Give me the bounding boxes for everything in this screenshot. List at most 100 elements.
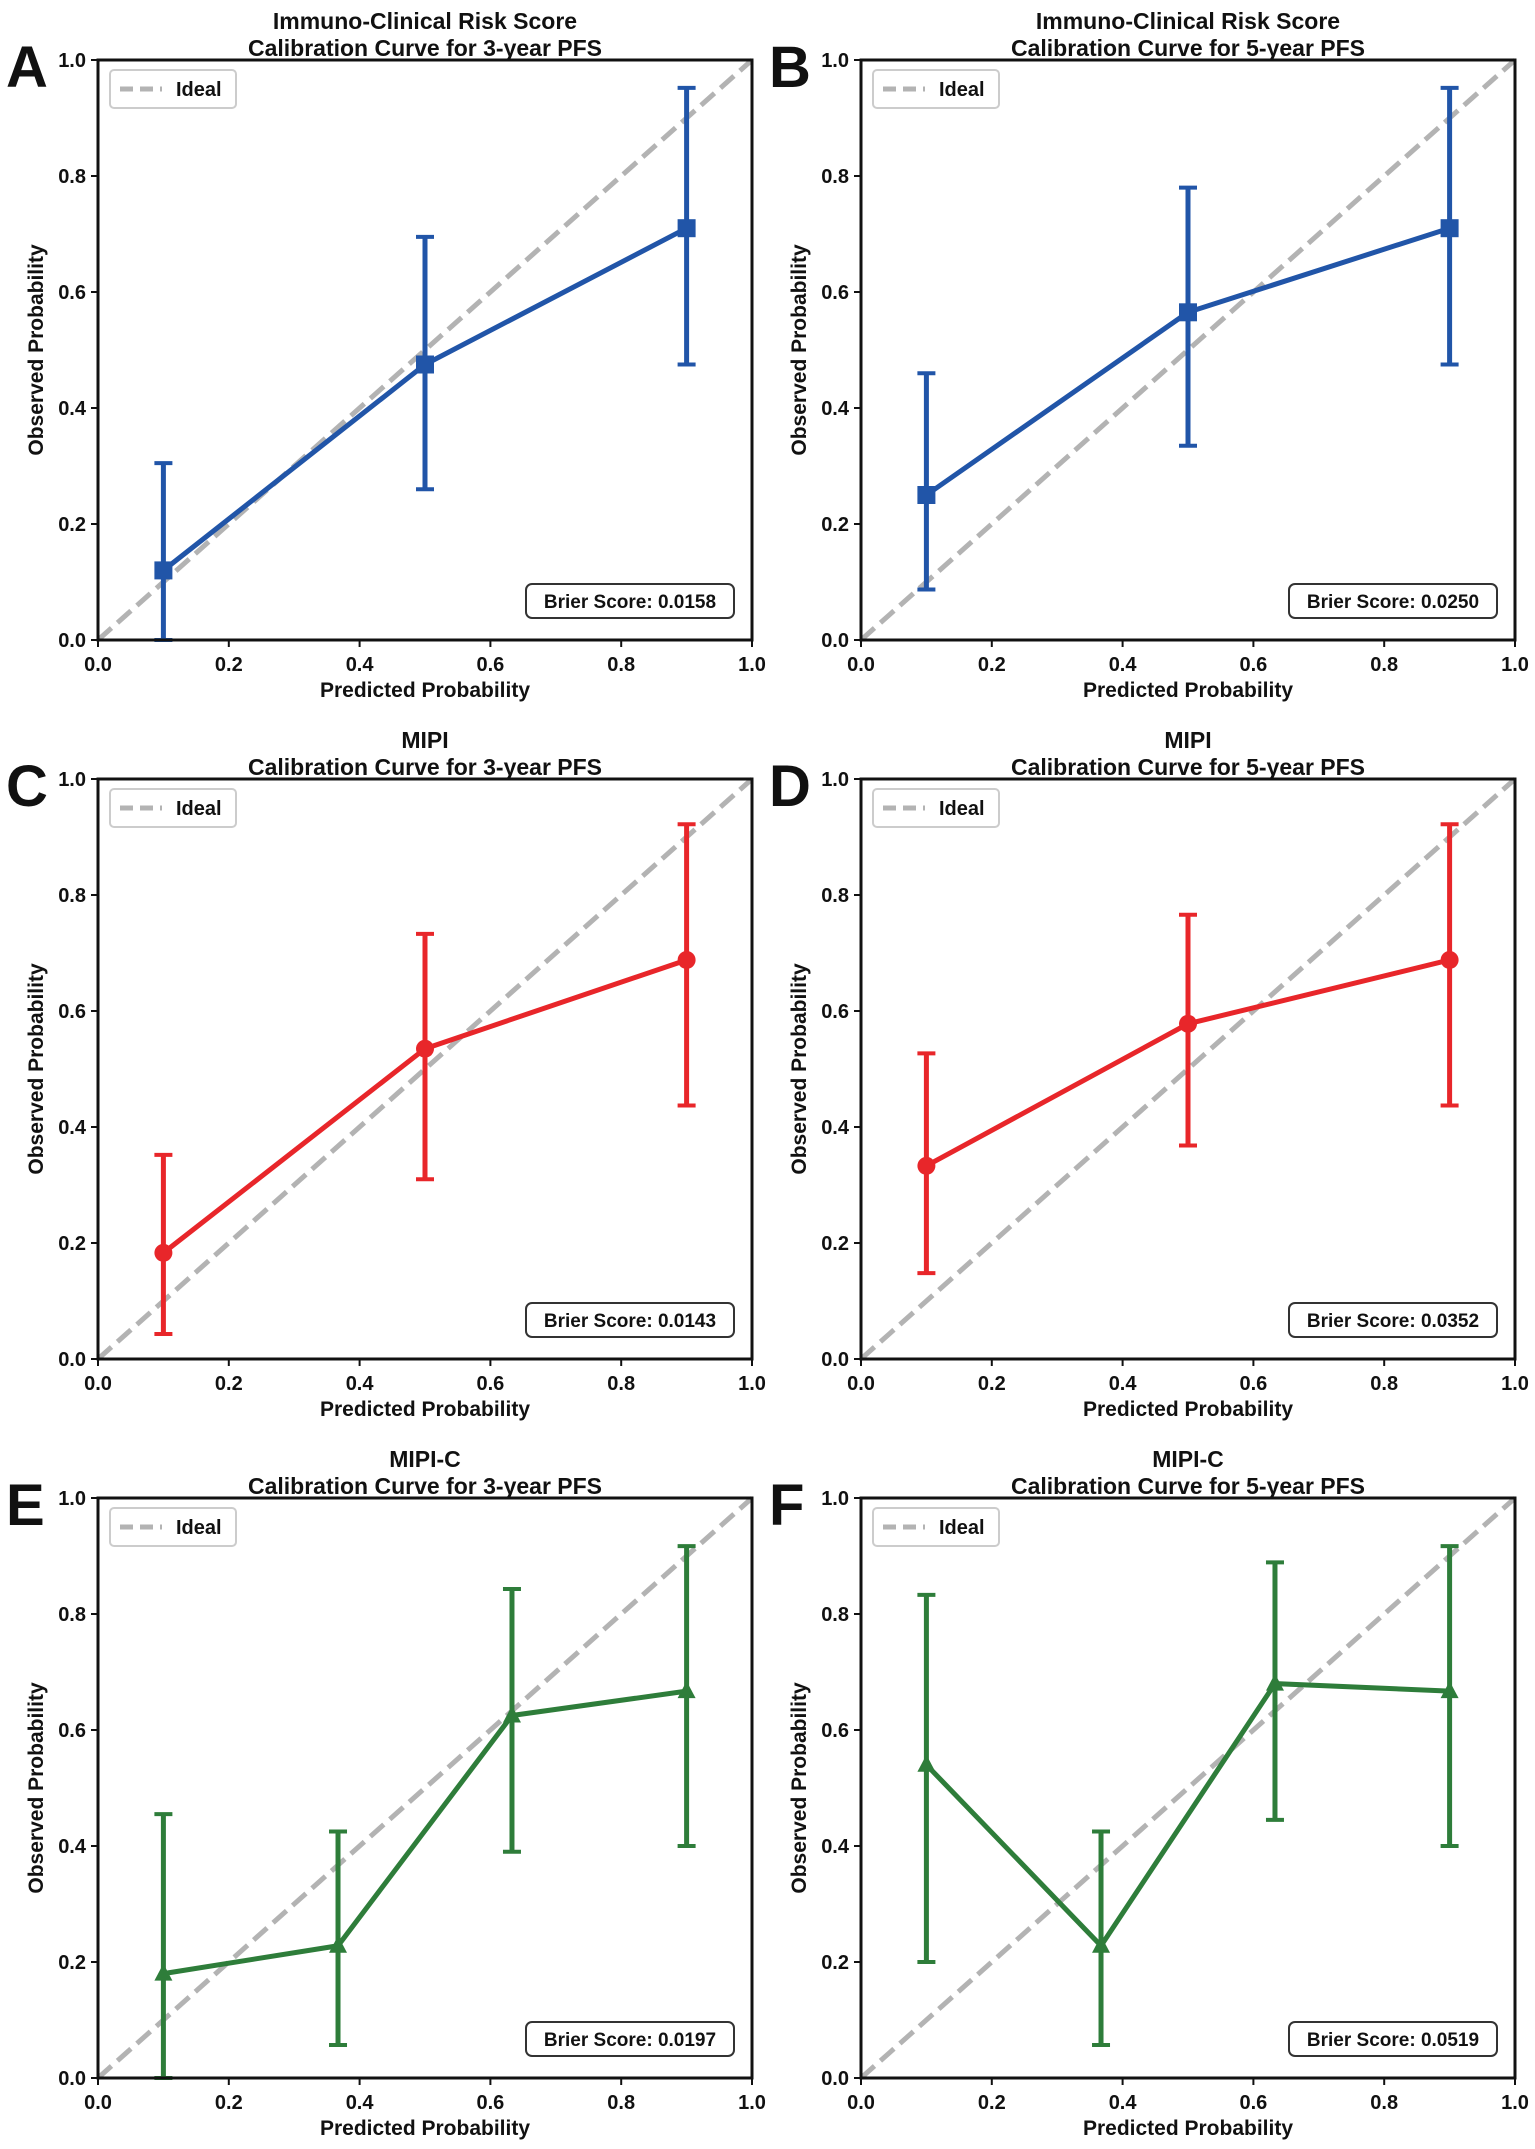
x-tick-label: 0.2 bbox=[215, 1373, 243, 1395]
brier-score-box bbox=[525, 583, 735, 619]
legend-box bbox=[109, 788, 237, 828]
x-tick-label: 0.4 bbox=[1109, 654, 1138, 676]
plot-frame bbox=[859, 777, 1517, 1361]
x-tick-label: 0.6 bbox=[476, 2092, 504, 2114]
y-axis-label: Observed Probability bbox=[788, 963, 811, 1175]
x-axis-label: Predicted Probability bbox=[1083, 1398, 1293, 1421]
y-axis-label: Observed Probability bbox=[25, 1682, 48, 1894]
x-tick-label: 1.0 bbox=[1501, 1373, 1529, 1395]
chart-title: Calibration Curve for 3-year PFS bbox=[248, 1473, 602, 1499]
x-tick-label: 0.8 bbox=[607, 2092, 635, 2114]
data-point bbox=[677, 219, 696, 238]
plot-frame bbox=[96, 777, 754, 1361]
x-tick-label: 0.4 bbox=[1109, 1373, 1138, 1395]
plot-frame bbox=[96, 58, 754, 642]
y-tick-label: 0.0 bbox=[821, 1349, 849, 1371]
y-tick-label: 0.8 bbox=[58, 1604, 86, 1626]
chart-title: Calibration Curve for 5-year PFS bbox=[1011, 754, 1365, 780]
data-point bbox=[917, 1754, 936, 1772]
calibration-line bbox=[924, 1681, 1450, 1950]
y-tick-label: 0.2 bbox=[58, 1233, 86, 1255]
y-tick-label: 0.4 bbox=[58, 398, 87, 420]
y-axis-label: Observed Probability bbox=[25, 244, 48, 456]
ideal-line bbox=[96, 777, 754, 1361]
y-tick-label: 0.4 bbox=[58, 1117, 87, 1139]
y-tick-label: 0.6 bbox=[58, 282, 86, 304]
x-tick-label: 0.6 bbox=[1239, 654, 1267, 676]
x-axis-label: Predicted Probability bbox=[1083, 679, 1293, 702]
data-point bbox=[154, 561, 173, 580]
data-point bbox=[677, 950, 696, 969]
y-tick-label: 0.2 bbox=[821, 1952, 849, 1974]
y-tick-label: 0.0 bbox=[58, 2068, 86, 2090]
ideal-line bbox=[96, 58, 754, 642]
brier-score-box bbox=[525, 1302, 735, 1338]
x-tick-label: 0.6 bbox=[1239, 1373, 1267, 1395]
y-tick-label: 0.2 bbox=[821, 514, 849, 536]
legend-label: Ideal bbox=[176, 79, 222, 101]
y-axis-label: Observed Probability bbox=[788, 1682, 811, 1894]
x-tick-label: 0.2 bbox=[978, 2092, 1006, 2114]
y-tick-label: 1.0 bbox=[821, 50, 849, 72]
x-tick-label: 0.6 bbox=[1239, 2092, 1267, 2114]
x-axis-label: Predicted Probability bbox=[320, 1398, 530, 1421]
data-point bbox=[1179, 1014, 1197, 1033]
x-tick-label: 0.6 bbox=[476, 1373, 504, 1395]
brier-score-text: Brier Score: 0.0519 bbox=[1307, 2030, 1479, 2051]
y-tick-label: 0.2 bbox=[58, 1952, 86, 1974]
legend-label: Ideal bbox=[176, 798, 222, 820]
x-tick-label: 0.0 bbox=[84, 1373, 112, 1395]
y-tick-label: 0.4 bbox=[58, 1836, 87, 1858]
chart-title: MIPI bbox=[1164, 727, 1211, 753]
x-tick-label: 0.2 bbox=[215, 654, 243, 676]
x-tick-label: 0.0 bbox=[847, 1373, 875, 1395]
y-tick-label: 0.4 bbox=[821, 398, 850, 420]
x-tick-label: 1.0 bbox=[738, 1373, 766, 1395]
x-tick-label: 0.6 bbox=[476, 654, 504, 676]
brier-score-text: Brier Score: 0.0250 bbox=[1307, 592, 1479, 613]
panel-label: B bbox=[769, 35, 811, 100]
brier-score-text: Brier Score: 0.0143 bbox=[544, 1311, 716, 1332]
chart-title: Calibration Curve for 3-year PFS bbox=[248, 35, 602, 61]
brier-score-box bbox=[1288, 2021, 1498, 2057]
brier-score-text: Brier Score: 0.0197 bbox=[544, 2030, 716, 2051]
plot-frame bbox=[859, 1496, 1517, 2080]
chart-title: Calibration Curve for 5-year PFS bbox=[1011, 1473, 1365, 1499]
x-tick-label: 1.0 bbox=[1501, 654, 1529, 676]
data-point bbox=[1440, 950, 1459, 969]
y-tick-label: 1.0 bbox=[58, 1488, 86, 1510]
x-tick-label: 0.8 bbox=[1370, 1373, 1398, 1395]
data-point bbox=[329, 1935, 348, 1953]
y-tick-label: 1.0 bbox=[821, 1488, 849, 1510]
y-tick-label: 0.0 bbox=[821, 2068, 849, 2090]
data-point bbox=[1179, 303, 1197, 322]
x-axis-label: Predicted Probability bbox=[320, 679, 530, 702]
data-point bbox=[1440, 219, 1459, 238]
legend-box bbox=[872, 788, 1000, 828]
panel-label: F bbox=[769, 1473, 804, 1538]
legend-label: Ideal bbox=[939, 1517, 985, 1539]
y-tick-label: 0.0 bbox=[58, 630, 86, 652]
brier-score-box bbox=[525, 2021, 735, 2057]
x-tick-label: 0.2 bbox=[978, 654, 1006, 676]
y-axis-label: Observed Probability bbox=[25, 963, 48, 1175]
y-tick-label: 1.0 bbox=[821, 769, 849, 791]
data-point bbox=[416, 1039, 434, 1058]
x-tick-label: 0.2 bbox=[215, 2092, 243, 2114]
ideal-line bbox=[859, 777, 1517, 1361]
x-axis-label: Predicted Probability bbox=[1083, 2117, 1293, 2140]
y-tick-label: 0.6 bbox=[58, 1720, 86, 1742]
brier-score-box bbox=[1288, 1302, 1498, 1338]
data-point bbox=[1092, 1935, 1111, 1953]
x-tick-label: 0.4 bbox=[1109, 2092, 1138, 2114]
y-tick-label: 0.2 bbox=[821, 1233, 849, 1255]
data-point bbox=[502, 1705, 521, 1723]
brier-score-box bbox=[1288, 583, 1498, 619]
x-tick-label: 1.0 bbox=[738, 2092, 766, 2114]
chart-title: MIPI-C bbox=[389, 1446, 461, 1472]
